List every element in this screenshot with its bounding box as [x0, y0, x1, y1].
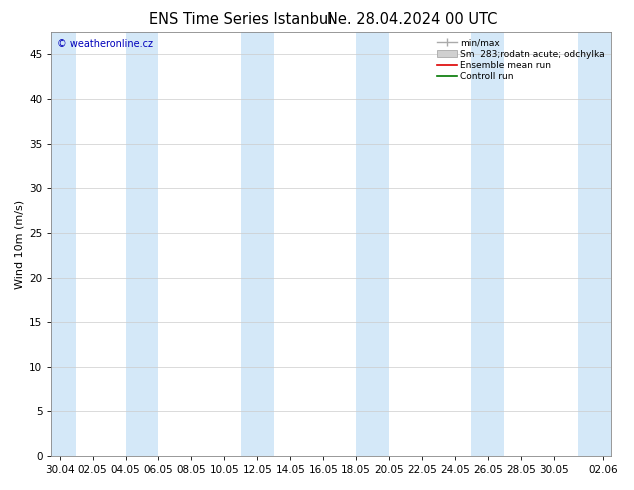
Bar: [241, 32, 274, 456]
Bar: [126, 32, 158, 456]
Bar: [356, 32, 389, 456]
Bar: [51, 32, 76, 456]
Text: Ne. 28.04.2024 00 UTC: Ne. 28.04.2024 00 UTC: [327, 12, 497, 27]
Legend: min/max, Sm  283;rodatn acute; odchylka, Ensemble mean run, Controll run: min/max, Sm 283;rodatn acute; odchylka, …: [435, 37, 607, 83]
Text: © weatheronline.cz: © weatheronline.cz: [57, 39, 153, 49]
Bar: [472, 32, 505, 456]
Y-axis label: Wind 10m (m/s): Wind 10m (m/s): [15, 199, 25, 289]
Bar: [578, 32, 611, 456]
Text: ENS Time Series Istanbul: ENS Time Series Istanbul: [149, 12, 333, 27]
